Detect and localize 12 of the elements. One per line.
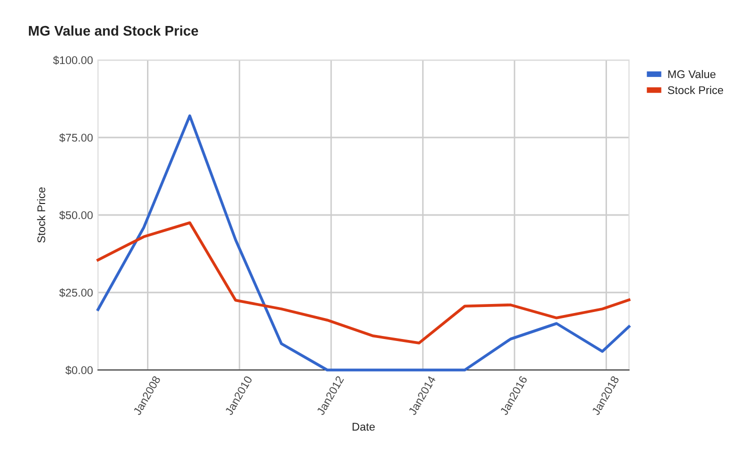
y-tick-label: $0.00 (65, 366, 93, 375)
y-tick-label: $75.00 (59, 133, 93, 142)
y-tick-label: $100.00 (53, 56, 93, 65)
chart-title: MG Value and Stock Price (28, 26, 198, 36)
legend-label: MG Value (668, 70, 716, 78)
y-tick-label: $25.00 (59, 288, 93, 298)
line-series (96, 114, 630, 372)
y-tick-label: $50.00 (59, 210, 93, 220)
legend-label: Stock Price (668, 86, 724, 94)
line-series (96, 221, 630, 344)
x-axis-title: Date (352, 422, 375, 431)
y-axis-title: Stock Price (37, 187, 46, 243)
